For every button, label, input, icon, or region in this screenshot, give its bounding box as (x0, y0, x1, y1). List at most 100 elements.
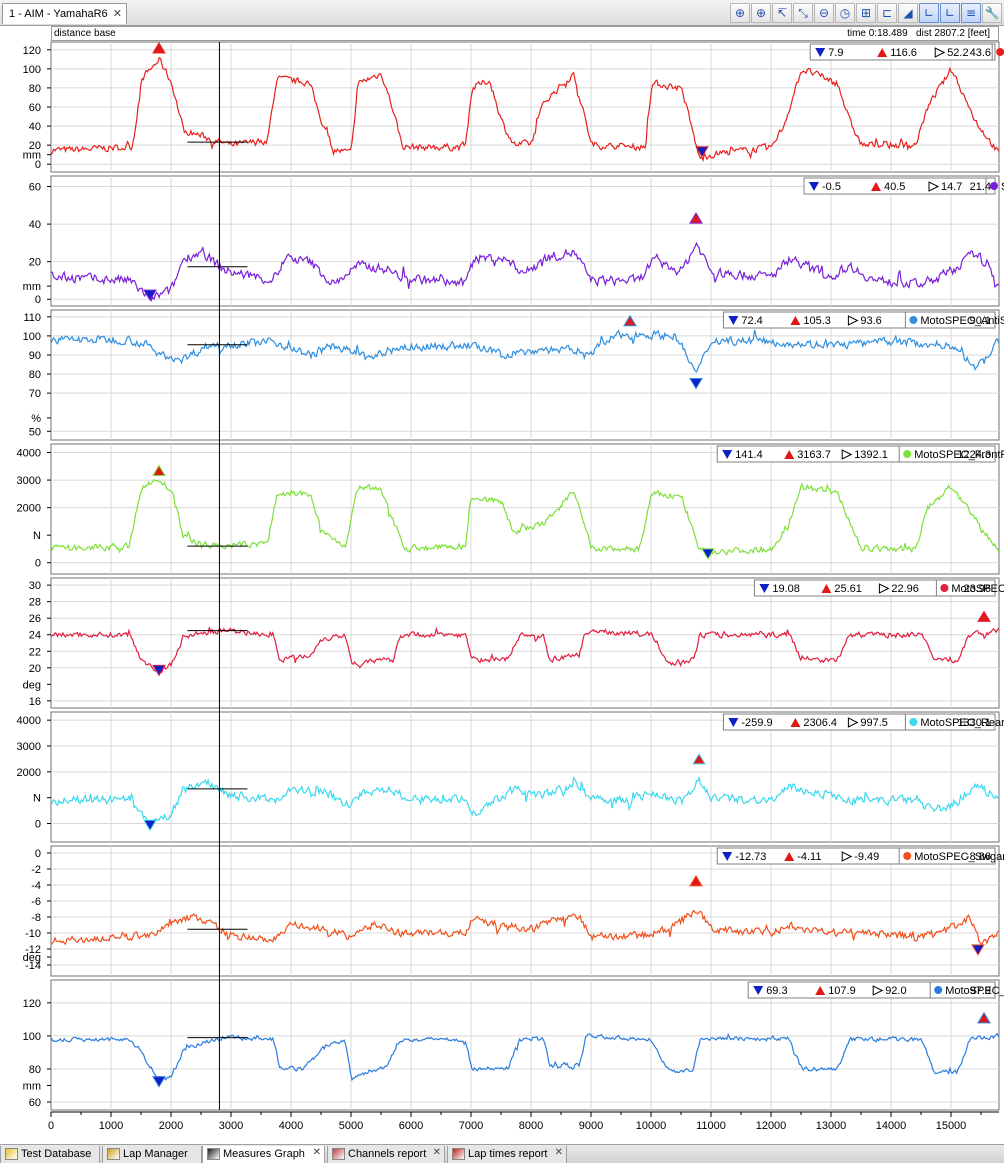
y-tick-label: 2000 (17, 767, 41, 779)
max-value: 107.9 (828, 985, 856, 997)
y-tick-label: 3000 (17, 475, 41, 487)
channel-panel-trail[interactable]: 120 100 80 mm 60 69.3 107.9 92.0 MotoSPEC_Trail9… (23, 979, 1004, 1111)
channel-legend[interactable] (747, 981, 996, 999)
channels-report-icon (332, 1148, 345, 1160)
channel-name: MotoSPEC_AntiSquat (920, 315, 1004, 327)
max-icon (821, 584, 832, 593)
plot-area (50, 175, 1000, 307)
tab-test-database[interactable]: Test Database (0, 1146, 100, 1163)
min-icon (728, 718, 739, 727)
axis-single-icon[interactable]: ∟ (919, 3, 939, 23)
max-marker-icon (977, 610, 991, 622)
close-icon[interactable]: ✕ (112, 8, 122, 20)
zoom-in-icon[interactable]: ⊕ (730, 3, 750, 23)
min-value: 19.08 (772, 583, 800, 595)
overlay-icon[interactable]: ⊏ (877, 3, 897, 23)
y-unit-label: N (33, 793, 41, 805)
trace-fork (50, 56, 1000, 163)
zoom-in-plus-icon[interactable]: ⊕ (751, 3, 771, 23)
max-icon (784, 450, 795, 459)
zoom-reset-icon[interactable]: ⊖ (814, 3, 834, 23)
average-icon (847, 717, 859, 728)
trace-antisquat (50, 329, 1000, 373)
channel-panel-rearforce[interactable]: 4000 3000 2000 N 0 -259.9 2306.4 997.5 MotoSPEC_… (17, 711, 1004, 843)
axis-multi-icon[interactable]: ∟ (940, 3, 960, 23)
database-icon (5, 1148, 18, 1160)
close-icon[interactable]: ✕ (432, 1147, 441, 1158)
measures-graph[interactable]: 12010080604020mm07.9116.652.2Fork43.6604… (0, 41, 1004, 1138)
tab-lap-times-report[interactable]: Lap times report ✕ (447, 1146, 567, 1163)
y-tick-label: 4000 (17, 448, 41, 460)
channel-panel-frontforce[interactable]: 4000 3000 2000 N 0 141.4 3163.7 1392.1 MotoSPEC_… (17, 443, 1004, 575)
channel-panel-shock[interactable]: 60 40 20 mm0 -0.5 40.5 14.7 Shock 21.4 (23, 175, 1004, 307)
zoom-fit-icon[interactable]: ↸ (772, 3, 792, 23)
grid-icon[interactable]: ⊞ (856, 3, 876, 23)
y-tick-label: 100 (23, 64, 41, 76)
lap-manager-icon (107, 1148, 120, 1160)
plot-area (50, 979, 1000, 1111)
y-tick-label: 60 (29, 182, 41, 194)
channel-current-value: 1330.1 (957, 717, 991, 729)
max-value: -4.11 (797, 851, 821, 863)
min-value: 7.9 (828, 47, 843, 59)
y-tick-label: 0 (35, 294, 41, 306)
x-tick-label: 13000 (816, 1120, 847, 1132)
dist-label: dist (916, 28, 932, 39)
y-tick-label: 40 (29, 219, 41, 231)
average-icon (847, 315, 859, 326)
channel-panel-antisquat[interactable]: 110 100 90 80 70%50 72.4 105.3 93.6 MotoSPEC_Ant… (23, 309, 1004, 441)
y-unit-label: deg (23, 952, 41, 964)
max-value: 3163.7 (797, 449, 831, 461)
min-value: 141.4 (735, 449, 763, 461)
average-value: 14.7 (941, 181, 962, 193)
y-tick-label: 120 (23, 998, 41, 1010)
channel-legend[interactable] (809, 43, 996, 61)
channel-panel-rake[interactable]: 30 28 26 24 22 20 deg 16 19.08 25.61 22.96 MotoSPEC… (23, 577, 1004, 709)
channel-name: MotoSPEC_FrontForce (914, 449, 1004, 461)
distance-base-label: distance base (54, 28, 116, 39)
y-tick-label: 60 (29, 102, 41, 114)
document-tab[interactable]: 1 - AIM - YamahaR6 ✕ (2, 3, 127, 24)
y-tick-label: 40 (29, 121, 41, 133)
y-tick-label: -10 (25, 928, 41, 940)
max-icon (784, 852, 795, 861)
document-tab-title: 1 - AIM - YamahaR6 (9, 8, 108, 20)
max-icon (877, 48, 888, 57)
channel-current-value: 43.6 (970, 47, 991, 59)
ramp-icon[interactable]: ◢ (898, 3, 918, 23)
channel-name: MotoSPEC_Rake (951, 583, 1004, 595)
x-tick-label: 12000 (756, 1120, 787, 1132)
min-marker-icon (695, 146, 709, 158)
graph-toolbar: ⊕ ⊕ ↸ ⤡ ⊖ ◷ ⊞ ⊏ ◢ ∟ ∟ ≡ 🔧 (730, 3, 1002, 24)
clock-icon[interactable]: ◷ (835, 3, 855, 23)
layout-lines-icon[interactable]: ≡ (961, 3, 981, 23)
tab-measures-graph[interactable]: Measures Graph ✕ (202, 1146, 325, 1163)
cursor-readout: time 0:18.489 dist 2807.2 [feet] (847, 27, 990, 40)
min-marker-icon (689, 378, 703, 390)
min-value: -12.73 (735, 851, 766, 863)
y-tick-label: -12 (25, 944, 41, 956)
y-tick-label: 50 (29, 426, 41, 438)
y-tick-label: 100 (23, 1031, 41, 1043)
channel-legend[interactable] (753, 579, 996, 597)
y-tick-label: -4 (31, 880, 41, 892)
y-tick-label: 90 (29, 350, 41, 362)
tab-lap-manager[interactable]: Lap Manager (102, 1146, 202, 1163)
channel-color-dot (903, 450, 912, 458)
max-value: 40.5 (884, 181, 905, 193)
close-icon[interactable]: ✕ (554, 1147, 563, 1158)
y-tick-label: 0 (35, 159, 41, 171)
max-icon (790, 316, 801, 325)
tab-channels-report[interactable]: Channels report ✕ (327, 1146, 445, 1163)
min-marker-icon (143, 289, 157, 302)
average-value: 92.0 (885, 985, 906, 997)
zoom-out-icon[interactable]: ⤡ (793, 3, 813, 23)
y-unit-label: mm (23, 150, 41, 162)
wrench-icon[interactable]: 🔧 (982, 3, 1002, 23)
y-tick-label: 0 (35, 848, 41, 860)
channel-color-dot (996, 48, 1004, 56)
y-tick-label: 100 (23, 331, 41, 343)
close-icon[interactable]: ✕ (312, 1147, 321, 1158)
